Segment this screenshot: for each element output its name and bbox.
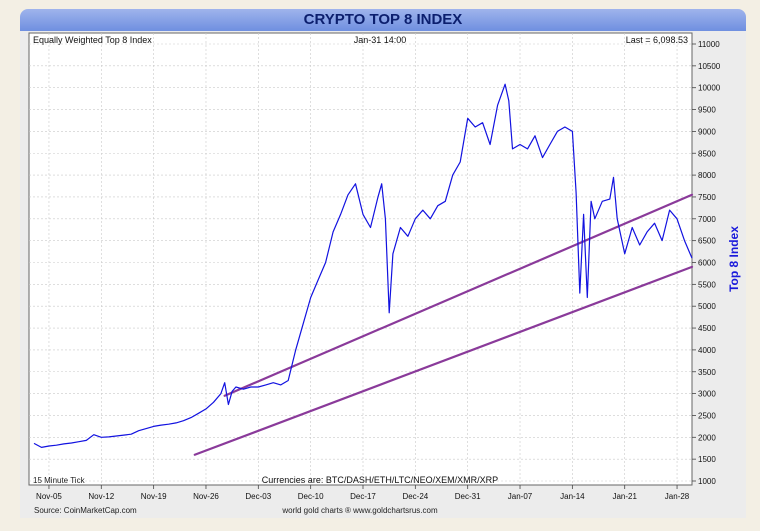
y-tick-label: 9000	[698, 127, 716, 136]
x-tick-label: Jan-14	[560, 492, 585, 501]
y-tick-label: 8500	[698, 149, 716, 158]
y-tick-label: 9500	[698, 106, 716, 115]
x-tick-label: Jan-28	[665, 492, 690, 501]
x-tick-label: Dec-17	[350, 492, 376, 501]
chart-frame: 1000 1500 2000 2500 3000 3500 4000 4500 5000 5500…	[20, 31, 746, 518]
credit-note: world gold charts ® www.goldchartsrus.co…	[281, 506, 438, 515]
x-tick-label: Nov-05	[36, 492, 62, 501]
x-tick-label: Dec-24	[402, 492, 428, 501]
chart-title: CRYPTO TOP 8 INDEX	[20, 9, 746, 31]
trendline	[193, 265, 694, 456]
grid	[29, 33, 692, 485]
y-axis-label: Top 8 Index	[727, 226, 741, 292]
subtitle-right: Last = 6,098.53	[626, 35, 688, 45]
series-group	[33, 83, 693, 448]
y-tick-label: 2500	[698, 411, 716, 420]
plot-area	[28, 32, 693, 486]
x-tick-label: Jan-07	[508, 492, 533, 501]
y-tick-label: 4500	[698, 324, 716, 333]
y-tick-label: 7000	[698, 215, 716, 224]
chart-svg: 1000 1500 2000 2500 3000 3500 4000 4500 5000 5500…	[28, 32, 741, 515]
series-line	[33, 83, 693, 448]
y-tick-label: 10000	[698, 84, 721, 93]
x-tick-label: Dec-03	[245, 492, 271, 501]
x-tick-label: Nov-19	[141, 492, 167, 501]
subtitle-left: Equally Weighted Top 8 Index	[33, 35, 152, 45]
y-tick-label: 5500	[698, 280, 716, 289]
y-tick-label: 3000	[698, 390, 716, 399]
y-tick-label: 3500	[698, 368, 716, 377]
y-tick-label: 6000	[698, 259, 716, 268]
trendlines	[193, 193, 694, 456]
y-tick-label: 1000	[698, 477, 716, 486]
y-tick-label: 1500	[698, 455, 716, 464]
trendline	[223, 193, 694, 397]
x-tick-label: Jan-21	[612, 492, 637, 501]
tick-note: 15 Minute Tick	[33, 476, 86, 485]
x-tick-label: Nov-26	[193, 492, 219, 501]
y-tick-label: 6500	[698, 237, 716, 246]
y-tick-label: 10500	[698, 62, 721, 71]
x-tick-label: Dec-31	[455, 492, 481, 501]
y-tick-label: 7500	[698, 193, 716, 202]
y-tick-label: 4000	[698, 346, 716, 355]
y-tick-label: 8000	[698, 171, 716, 180]
currencies-note: Currencies are: BTC/DASH/ETH/LTC/NEO/XEM…	[262, 475, 498, 485]
source-note: Source: CoinMarketCap.com	[34, 506, 137, 515]
x-tick-label: Dec-10	[298, 492, 324, 501]
x-axis: Nov-05 Nov-12 Nov-19 Nov-26 Dec-03 Dec-10 Dec-…	[36, 485, 690, 501]
y-tick-label: 5000	[698, 302, 716, 311]
subtitle-center: Jan-31 14:00	[354, 35, 407, 45]
y-axis: 1000 1500 2000 2500 3000 3500 4000 4500 5000 5500…	[692, 40, 721, 486]
y-tick-label: 2000	[698, 433, 716, 442]
x-tick-label: Nov-12	[88, 492, 114, 501]
y-tick-label: 11000	[698, 40, 720, 49]
